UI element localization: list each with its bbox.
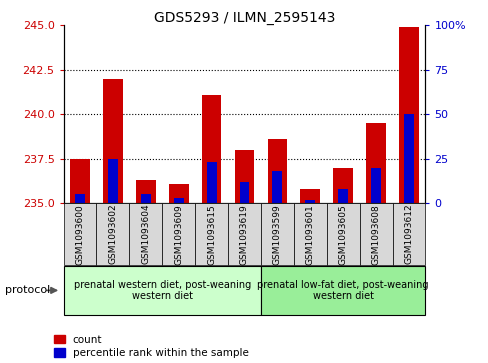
Text: GSM1093604: GSM1093604 (141, 204, 150, 265)
Bar (267, 139, 286, 203)
Bar (234, 150, 254, 203)
Bar (338, 189, 347, 203)
Bar (227, 203, 261, 265)
Legend: count, percentile rank within the sample: count, percentile rank within the sample (54, 335, 248, 358)
Bar (403, 114, 413, 203)
Bar (202, 95, 221, 203)
Bar (293, 203, 326, 265)
Text: GSM1093600: GSM1093600 (75, 204, 84, 265)
Bar (173, 198, 183, 203)
Bar (141, 195, 150, 203)
Text: protocol: protocol (5, 285, 50, 295)
Text: GSM1093609: GSM1093609 (174, 204, 183, 265)
Bar (272, 171, 282, 203)
Text: GSM1093605: GSM1093605 (338, 204, 347, 265)
Bar (333, 168, 352, 203)
Bar (239, 182, 249, 203)
Text: GSM1093602: GSM1093602 (108, 204, 117, 265)
Text: GSM1093615: GSM1093615 (207, 204, 216, 265)
Bar (359, 203, 392, 265)
Bar (366, 123, 385, 203)
Bar (392, 203, 425, 265)
Text: GSM1093601: GSM1093601 (305, 204, 314, 265)
Bar (206, 162, 216, 203)
Bar (96, 203, 129, 265)
Bar (261, 266, 425, 315)
Bar (103, 79, 122, 203)
Bar (136, 180, 155, 203)
Bar (305, 200, 315, 203)
Bar (261, 203, 293, 265)
Bar (326, 203, 359, 265)
Text: prenatal low-fat diet, post-weaning
western diet: prenatal low-fat diet, post-weaning west… (257, 280, 428, 301)
Text: GSM1093619: GSM1093619 (240, 204, 248, 265)
Bar (108, 159, 118, 203)
Text: GSM1093612: GSM1093612 (404, 204, 413, 265)
Text: GDS5293 / ILMN_2595143: GDS5293 / ILMN_2595143 (154, 11, 334, 25)
Text: GSM1093608: GSM1093608 (371, 204, 380, 265)
Bar (398, 27, 418, 203)
Bar (300, 189, 320, 203)
Bar (70, 159, 90, 203)
Bar (63, 203, 96, 265)
Bar (63, 266, 261, 315)
Bar (162, 203, 195, 265)
Bar (129, 203, 162, 265)
Text: GSM1093599: GSM1093599 (272, 204, 281, 265)
Bar (370, 168, 380, 203)
Text: prenatal western diet, post-weaning
western diet: prenatal western diet, post-weaning west… (74, 280, 250, 301)
Bar (75, 195, 85, 203)
Bar (168, 184, 188, 203)
Bar (195, 203, 227, 265)
